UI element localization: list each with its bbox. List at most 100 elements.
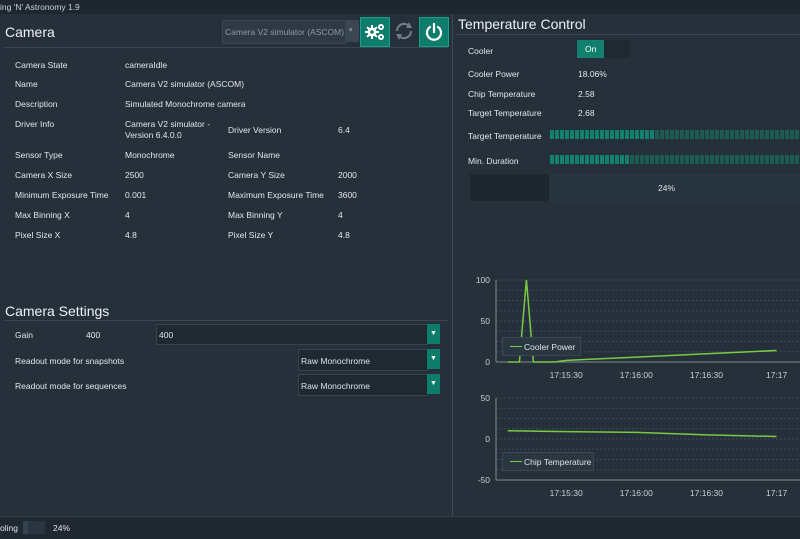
- camera-device-dropdown-button[interactable]: ▾: [345, 20, 359, 42]
- camera-name-label: Name: [15, 79, 38, 89]
- target-temperature-slider-segment: [765, 130, 769, 139]
- sensor-type-label: Sensor Type: [15, 150, 63, 160]
- target-temperature-slider-segment: [565, 130, 569, 139]
- cooler-power-label: Cooler Power: [468, 69, 520, 79]
- readout-snapshots-dropdown-button[interactable]: ▼: [427, 349, 440, 369]
- gain-value: 400: [86, 330, 101, 340]
- target-temperature-slider[interactable]: [550, 130, 800, 139]
- min-duration-slider-segment: [690, 155, 694, 164]
- min-duration-slider-segment: [685, 155, 689, 164]
- target-temperature-slider-segment: [760, 130, 764, 139]
- min-duration-slider-segment: [595, 155, 599, 164]
- min-duration-slider-segment: [710, 155, 714, 164]
- target-temperature-label: Target Temperature: [468, 108, 542, 118]
- status-progress-text: 24%: [53, 523, 71, 533]
- min-duration-slider-segment: [645, 155, 649, 164]
- min-duration-slider-segment: [700, 155, 704, 164]
- target-temperature-slider-segment: [735, 130, 739, 139]
- readout-sequences-select[interactable]: Raw Monochrome: [298, 374, 428, 396]
- min-duration-slider-segment: [670, 155, 674, 164]
- chip-temperature-chart-x-tick-label: 17:16:00: [620, 488, 653, 498]
- cooling-progress-text: 24%: [658, 183, 676, 193]
- camera-y-size-label: Camera Y Size: [228, 170, 285, 180]
- gain-dropdown-button[interactable]: ▼: [427, 324, 440, 344]
- camera-description-value: Simulated Monochrome camera: [125, 99, 246, 109]
- gears-icon: [365, 24, 384, 40]
- chip-temperature-chart-series-line: [507, 430, 777, 438]
- chip-temperature-chart-y-tick-label: 50: [481, 393, 491, 403]
- target-temperature-slider-segment: [625, 130, 629, 139]
- min-duration-slider-segment: [745, 155, 749, 164]
- power-icon: [425, 22, 443, 41]
- window-title: ing 'N' Astronomy 1.9: [0, 2, 80, 12]
- cooler-label: Cooler: [468, 46, 494, 56]
- target-temperature-slider-segment: [710, 130, 714, 139]
- camera-settings-button[interactable]: [360, 17, 390, 47]
- target-temperature-slider-segment: [725, 130, 729, 139]
- cooling-progress-bar: 24%: [470, 174, 800, 201]
- cooler-power-chart-y-tick-label: 50: [481, 316, 491, 326]
- readout-snapshots-select[interactable]: Raw Monochrome: [298, 349, 428, 371]
- max-binning-y-value: 4: [338, 210, 343, 220]
- camera-device-select[interactable]: Camera V2 simulator (ASCOM): [222, 20, 346, 44]
- target-temperature-slider-segment: [740, 130, 744, 139]
- driver-info-value-line2: Version 6.4.0.0: [125, 130, 182, 140]
- camera-refresh-button[interactable]: [390, 17, 418, 45]
- camera-settings-divider: [4, 320, 448, 321]
- target-temperature-slider-segment: [630, 130, 634, 139]
- target-temperature-slider-segment: [640, 130, 644, 139]
- min-duration-slider-segment: [715, 155, 719, 164]
- gain-select[interactable]: 400: [156, 324, 428, 345]
- min-duration-slider-segment: [740, 155, 744, 164]
- cooler-toggle[interactable]: On: [577, 40, 630, 58]
- chip-temperature-chart-x-tick-label: 17:15:30: [550, 488, 583, 498]
- max-binning-x-label: Max Binning X: [15, 210, 70, 220]
- target-temperature-slider-segment: [595, 130, 599, 139]
- camera-connect-button[interactable]: [419, 17, 449, 47]
- target-temperature-slider-segment: [580, 130, 584, 139]
- gain-select-value: 400: [159, 330, 174, 340]
- target-temperature-slider-segment: [645, 130, 649, 139]
- target-temperature-slider-label: Target Temperature: [468, 131, 542, 141]
- min-duration-slider-segment: [755, 155, 759, 164]
- refresh-icon: [395, 22, 413, 40]
- min-duration-slider-segment: [650, 155, 654, 164]
- min-exposure-label: Minimum Exposure Time: [15, 190, 109, 200]
- cooler-power-legend: Cooler Power: [502, 337, 581, 356]
- min-duration-slider-segment: [770, 155, 774, 164]
- target-temperature-slider-segment: [655, 130, 659, 139]
- min-duration-slider[interactable]: [550, 155, 800, 164]
- min-duration-slider-segment: [570, 155, 574, 164]
- max-exposure-label: Maximum Exposure Time: [228, 190, 324, 200]
- chevron-down-icon: ▼: [430, 355, 437, 362]
- min-duration-slider-segment: [640, 155, 644, 164]
- min-duration-slider-segment: [695, 155, 699, 164]
- pixel-size-y-value: 4.8: [338, 230, 350, 240]
- min-duration-slider-segment: [580, 155, 584, 164]
- min-duration-slider-segment: [675, 155, 679, 164]
- min-duration-slider-segment: [585, 155, 589, 164]
- target-temperature-slider-segment: [615, 130, 619, 139]
- cooler-power-chart-y-tick-label: 100: [476, 275, 490, 285]
- max-binning-y-label: Max Binning Y: [228, 210, 283, 220]
- target-temperature-slider-segment: [750, 130, 754, 139]
- cooler-power-chart-x-tick-label: 17:16:00: [620, 370, 653, 380]
- chevron-down-icon: ▼: [430, 330, 437, 337]
- min-duration-slider-segment: [615, 155, 619, 164]
- target-temperature-slider-segment: [790, 130, 794, 139]
- cooler-power-value: 18.06%: [578, 69, 607, 79]
- cooler-power-chart: 100 50 0 17:15:30 17:16:00 17:16:30 17:17: [476, 275, 800, 380]
- camera-x-size-label: Camera X Size: [15, 170, 73, 180]
- min-duration-slider-segment: [780, 155, 784, 164]
- readout-snapshots-value: Raw Monochrome: [301, 356, 370, 366]
- target-temperature-slider-segment: [590, 130, 594, 139]
- min-duration-slider-segment: [720, 155, 724, 164]
- min-duration-slider-segment: [705, 155, 709, 164]
- sensor-name-label: Sensor Name: [228, 150, 280, 160]
- readout-sequences-dropdown-button[interactable]: ▼: [427, 374, 440, 394]
- camera-description-label: Description: [15, 99, 58, 109]
- target-temperature-slider-segment: [670, 130, 674, 139]
- target-temperature-slider-segment: [745, 130, 749, 139]
- target-temperature-slider-segment: [685, 130, 689, 139]
- min-duration-slider-segment: [555, 155, 559, 164]
